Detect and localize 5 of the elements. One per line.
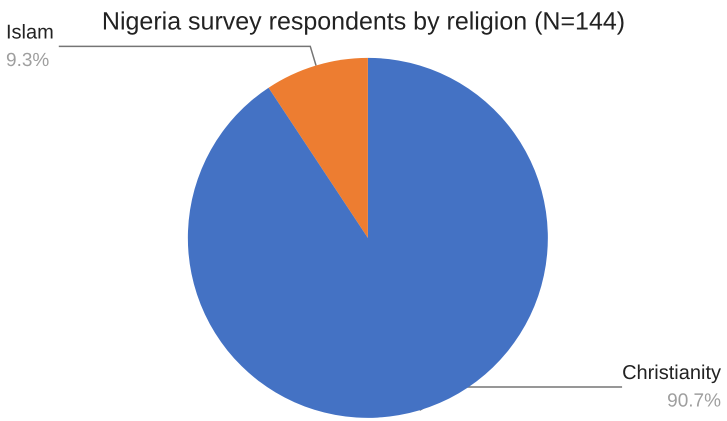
chart-title: Nigeria survey respondents by religion (N=144): [102, 8, 626, 36]
data-label: 90.7%: [667, 390, 722, 412]
data-label: 9.3%: [6, 50, 50, 71]
slice-label: Islam: [6, 21, 54, 44]
slice-label: Christianity: [622, 362, 721, 384]
